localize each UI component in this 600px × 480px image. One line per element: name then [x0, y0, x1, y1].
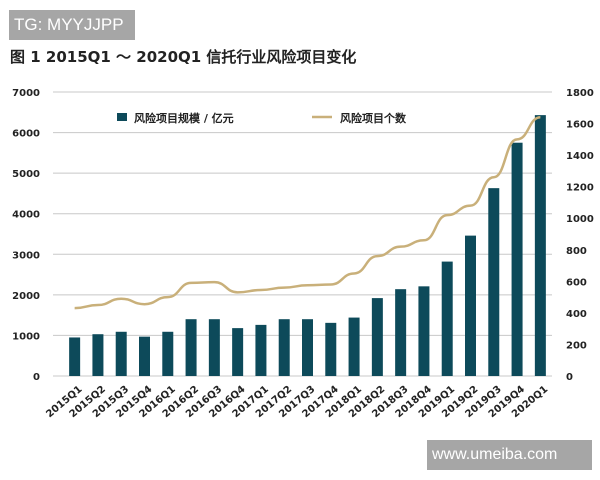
bar — [185, 319, 197, 376]
bar — [395, 289, 407, 376]
bar — [371, 298, 383, 376]
bar — [69, 337, 81, 376]
chart-title: 图 1 2015Q1 ～ 2020Q1 信托行业风险项目变化 — [10, 48, 357, 66]
left-axis-tick-label: 2000 — [12, 291, 40, 302]
right-axis-tick-label: 1600 — [566, 120, 594, 131]
legend-bar-swatch — [117, 113, 127, 121]
bar — [441, 261, 453, 376]
watermark-top: TG: MYYJJPP — [9, 10, 135, 40]
right-axis-tick-label: 800 — [566, 246, 587, 257]
right-axis-tick-label: 0 — [566, 372, 573, 383]
bar — [115, 331, 127, 376]
bar — [278, 319, 290, 376]
bar — [325, 322, 337, 376]
left-axis-tick-label: 0 — [33, 372, 40, 383]
right-axis-tick-label: 400 — [566, 309, 587, 320]
left-axis-tick-label: 6000 — [12, 129, 40, 140]
bar — [92, 334, 104, 376]
bar — [208, 319, 220, 376]
bar — [465, 235, 476, 376]
bar — [255, 324, 267, 376]
right-axis-tick-label: 600 — [566, 277, 587, 288]
bar — [418, 286, 430, 376]
bar — [302, 319, 313, 376]
left-axis-tick-label: 1000 — [12, 331, 40, 342]
left-axis-tick-label: 4000 — [12, 210, 40, 221]
right-axis-tick-label: 200 — [566, 340, 587, 351]
left-axis-tick-label: 5000 — [12, 169, 40, 180]
bar — [139, 336, 150, 376]
right-axis-tick-label: 1000 — [566, 214, 594, 225]
bar — [511, 142, 523, 376]
bar — [488, 188, 500, 376]
bar — [162, 331, 174, 376]
legend-bar-label: 风险项目规模 / 亿元 — [134, 111, 234, 125]
left-axis-tick-label: 3000 — [12, 250, 40, 261]
right-axis-tick-label: 1400 — [566, 151, 594, 162]
watermark-bottom: www.umeiba.com — [427, 440, 592, 470]
right-axis-tick-label: 1200 — [566, 183, 594, 194]
legend-line-label: 风险项目个数 — [340, 111, 407, 125]
left-axis-tick-label: 7000 — [12, 88, 40, 99]
bar — [348, 317, 360, 376]
bar — [534, 115, 546, 376]
bar — [232, 328, 244, 376]
right-axis-tick-label: 1800 — [566, 88, 594, 99]
